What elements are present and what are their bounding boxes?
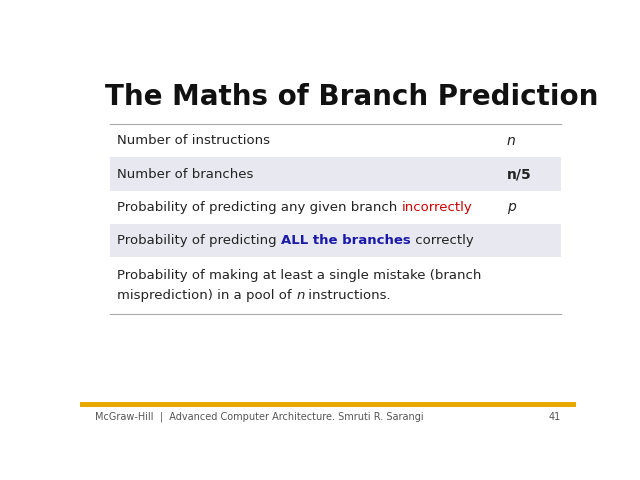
Text: misprediction) in a pool of: misprediction) in a pool of: [117, 289, 296, 302]
Bar: [110, 157, 561, 191]
Text: correctly: correctly: [411, 234, 474, 247]
Text: McGraw-Hill  |  Advanced Computer Architecture. Smruti R. Sarangi: McGraw-Hill | Advanced Computer Architec…: [95, 412, 424, 422]
Text: instructions.: instructions.: [305, 289, 391, 302]
Text: n: n: [296, 289, 305, 302]
Bar: [110, 191, 561, 224]
Text: p: p: [507, 200, 515, 214]
Bar: [80, 402, 576, 407]
Text: 41: 41: [549, 412, 561, 422]
Bar: [110, 257, 561, 314]
Text: The Maths of Branch Prediction: The Maths of Branch Prediction: [105, 84, 598, 111]
Bar: [110, 124, 561, 157]
Text: Probability of predicting: Probability of predicting: [117, 234, 281, 247]
Text: ALL the branches: ALL the branches: [281, 234, 411, 247]
Text: Number of branches: Number of branches: [117, 168, 253, 180]
Text: incorrectly: incorrectly: [402, 201, 472, 214]
Text: Number of instructions: Number of instructions: [117, 134, 270, 147]
Text: Probability of predicting any given branch: Probability of predicting any given bran…: [117, 201, 402, 214]
Text: Probability of making at least a single mistake (branch: Probability of making at least a single …: [117, 269, 481, 282]
Text: n: n: [507, 134, 515, 148]
Text: n/5: n/5: [507, 167, 531, 181]
Bar: [110, 224, 561, 257]
